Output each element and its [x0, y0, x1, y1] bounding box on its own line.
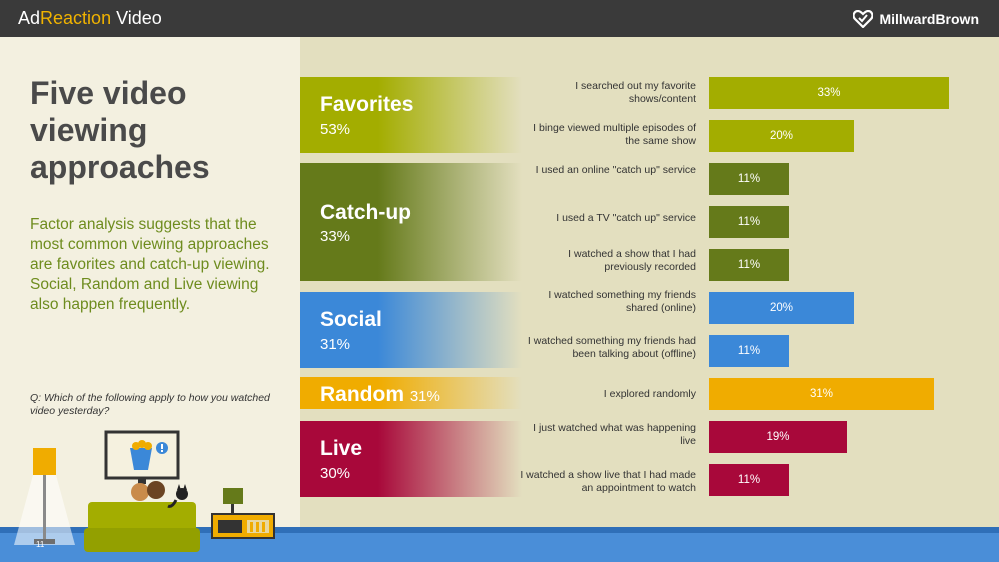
bar-value-label: 20% — [769, 130, 794, 142]
bar: 11% — [709, 249, 789, 281]
bar-value-label: 11% — [737, 259, 761, 271]
row-label: I watched something my friends shared (o… — [548, 289, 696, 314]
row-label: I searched out my favorite shows/content — [575, 80, 696, 105]
group-name-text: Random — [320, 383, 404, 406]
floor-edge — [0, 527, 999, 533]
row-label: I binge viewed multiple episodes of the … — [533, 122, 696, 147]
logo-text-ad: Ad — [18, 8, 41, 28]
group-name: Random 31% — [320, 383, 440, 407]
row-label: I used an online "catch up" service — [535, 164, 696, 176]
bar-value-label: 20% — [769, 302, 794, 314]
bar: 20% — [709, 292, 854, 324]
bar: 11% — [709, 335, 789, 367]
sofa-back — [88, 502, 196, 532]
bar-value-label: 11% — [737, 216, 761, 228]
group-block-random: Random 31% — [300, 377, 522, 409]
row-label: I explored randomly — [603, 388, 696, 400]
row-label: I used a TV "catch up" service — [556, 212, 696, 224]
lamp-pole — [43, 475, 46, 541]
millwardbrown-text: MillwardBrown — [879, 11, 979, 27]
row-label: I watched a show that I had previously r… — [568, 248, 696, 273]
group-percent: 33% — [320, 228, 351, 245]
lamp-shade-icon — [33, 448, 56, 475]
bar-value-label: 31% — [809, 388, 834, 400]
group-percent: 30% — [320, 465, 351, 482]
bar: 33% — [709, 77, 949, 109]
heart-logo-icon — [853, 10, 874, 28]
tv-stand — [138, 478, 146, 484]
survey-question: Q: Which of the following apply to how y… — [30, 392, 270, 417]
bar: 31% — [709, 378, 934, 410]
group-name: Live — [320, 437, 363, 460]
table-lamp-icon — [223, 488, 243, 504]
row-label: I just watched what was happening live — [533, 422, 696, 447]
group-block-social: Social 31% — [300, 292, 522, 368]
row-label: I watched a show live that I had made an… — [520, 469, 696, 494]
person-head — [147, 481, 165, 499]
adreaction-video-logo: AdReaction Video — [18, 8, 162, 29]
bar-value-label: 11% — [737, 345, 761, 357]
group-name: Catch-up — [320, 201, 411, 224]
group-name: Favorites — [320, 93, 414, 116]
person-head — [131, 483, 149, 501]
group-block-favorites: Favorites 53% — [300, 77, 522, 153]
top-bar: AdReaction Video MillwardBrown — [0, 0, 999, 37]
page-number: 11 — [36, 540, 45, 549]
bar-value-label: 11% — [737, 173, 761, 185]
bar: 11% — [709, 464, 789, 496]
bar: 19% — [709, 421, 847, 453]
group-percent: 31% — [409, 388, 440, 405]
group-block-catchup: Catch-up 33% — [300, 163, 522, 281]
bar: 20% — [709, 120, 854, 152]
sofa-seat — [84, 528, 200, 552]
group-block-live: Live 30% — [300, 421, 522, 497]
group-percent: 53% — [320, 121, 351, 138]
popcorn-icon — [130, 448, 152, 470]
bar-value-label: 19% — [766, 431, 790, 443]
bar-value-label: 11% — [737, 474, 761, 486]
logo-text-video: Video — [111, 8, 162, 28]
page-title: Five video viewing approaches — [30, 75, 210, 185]
row-label: I watched something my friends had been … — [527, 335, 696, 360]
side-table — [211, 513, 275, 539]
description-text: Factor analysis suggests that the most c… — [30, 216, 270, 313]
group-name: Social — [320, 308, 382, 331]
bar-value-label: 33% — [817, 87, 841, 99]
lamp-base — [34, 539, 55, 544]
group-percent: 31% — [320, 336, 351, 353]
millwardbrown-logo: MillwardBrown — [853, 10, 979, 28]
cat-icon — [176, 488, 188, 500]
logo-text-reaction: Reaction — [40, 8, 112, 28]
bar: 11% — [709, 206, 789, 238]
bar: 11% — [709, 163, 789, 195]
living-room-illustration — [14, 430, 275, 552]
